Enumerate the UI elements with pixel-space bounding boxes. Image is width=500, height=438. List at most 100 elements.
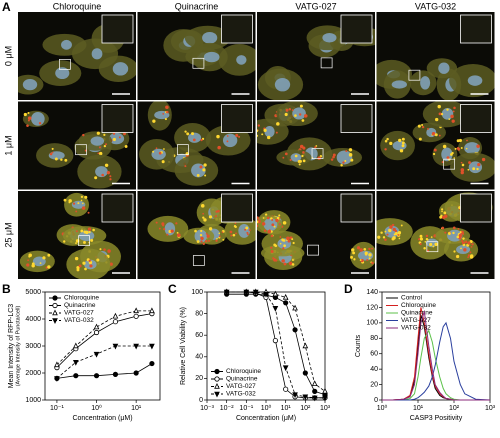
cells: [257, 101, 363, 171]
y-tick-label: 80: [370, 335, 378, 342]
micrograph: [137, 12, 256, 100]
inset: [221, 104, 253, 133]
punctum: [215, 215, 218, 218]
marker: [311, 395, 318, 402]
punctum: [438, 134, 441, 137]
punctum: [462, 233, 465, 235]
x-tick-label: 10³: [320, 405, 331, 412]
punctum: [199, 165, 203, 169]
nucleus: [55, 67, 70, 80]
punctum: [452, 226, 456, 230]
punctum: [27, 111, 30, 115]
punctum: [78, 264, 82, 268]
marker: [311, 380, 318, 386]
punctum: [261, 222, 266, 226]
marker: [282, 365, 289, 372]
x-tick-label: 10²: [449, 405, 460, 412]
y-tick-label: 5000: [25, 289, 41, 296]
punctum: [448, 118, 451, 121]
punctum: [366, 259, 369, 261]
punctum: [332, 153, 336, 157]
inset: [460, 14, 492, 44]
x-tick-label: 10³: [485, 405, 496, 412]
inset-box: [192, 57, 205, 69]
marker: [214, 368, 220, 375]
punctum: [397, 231, 402, 235]
punctum: [175, 222, 178, 225]
x-tick-label: 10¹: [131, 405, 142, 412]
x-axis-label: Concentration (μM): [72, 415, 132, 422]
punctum: [28, 253, 32, 258]
punctum: [152, 119, 156, 123]
punctum: [371, 261, 374, 265]
punctum: [433, 148, 437, 152]
punctum: [268, 229, 271, 232]
marker: [312, 388, 318, 394]
punctum: [96, 131, 100, 135]
punctum: [230, 234, 233, 237]
punctum: [165, 105, 169, 110]
nucleus: [187, 132, 202, 143]
punctum: [234, 222, 237, 225]
legend-label: Chloroquine: [64, 295, 99, 302]
punctum: [232, 233, 236, 237]
punctum: [391, 223, 395, 227]
panel-label: D: [344, 282, 353, 296]
punctum: [109, 178, 112, 181]
punctum: [340, 163, 343, 167]
punctum: [427, 127, 429, 130]
punctum: [430, 236, 433, 238]
marker: [149, 307, 155, 314]
punctum: [184, 165, 187, 168]
marker: [52, 309, 58, 316]
punctum: [303, 114, 308, 118]
punctum: [458, 233, 463, 238]
marker: [133, 307, 139, 314]
punctum: [233, 225, 237, 228]
punctum: [272, 257, 275, 260]
punctum: [380, 231, 383, 234]
punctum: [38, 122, 42, 125]
x-axis-label: Concentration (μM): [236, 415, 296, 422]
legend-label: Chloroquine: [401, 302, 436, 309]
punctum: [75, 210, 78, 213]
cells: [147, 196, 256, 245]
punctum: [423, 246, 426, 250]
x-tick-label: 10⁻¹: [239, 405, 253, 412]
y-tick-label: 40: [370, 366, 378, 373]
nucleus: [464, 142, 480, 155]
nucleus: [438, 62, 450, 74]
punctum: [60, 158, 63, 161]
punctum: [382, 236, 386, 239]
cells: [163, 25, 256, 76]
y-tick-label: 60: [195, 332, 203, 339]
punctum: [27, 116, 32, 120]
punctum: [276, 122, 280, 126]
marker: [112, 343, 119, 350]
punctum: [386, 137, 389, 141]
marker: [292, 304, 298, 311]
nucleus: [264, 126, 275, 138]
inset: [460, 193, 492, 223]
marker: [149, 343, 155, 350]
punctum: [98, 146, 101, 149]
series-line: [382, 321, 491, 401]
row-label: 1 μM: [3, 135, 13, 155]
punctum: [469, 251, 472, 254]
punctum: [359, 259, 362, 261]
panel-label: B: [2, 282, 11, 296]
legend-label: VATG-032: [401, 325, 431, 332]
punctum: [332, 155, 335, 159]
inset-box: [408, 69, 421, 81]
marker: [72, 342, 79, 349]
marker: [93, 351, 100, 358]
punctum: [123, 132, 126, 136]
punctum: [437, 104, 441, 109]
punctum: [205, 232, 208, 235]
punctum: [384, 238, 387, 241]
punctum: [283, 262, 287, 266]
punctum: [302, 151, 305, 154]
x-tick-label: 10¹: [413, 405, 424, 412]
marker: [283, 300, 289, 306]
